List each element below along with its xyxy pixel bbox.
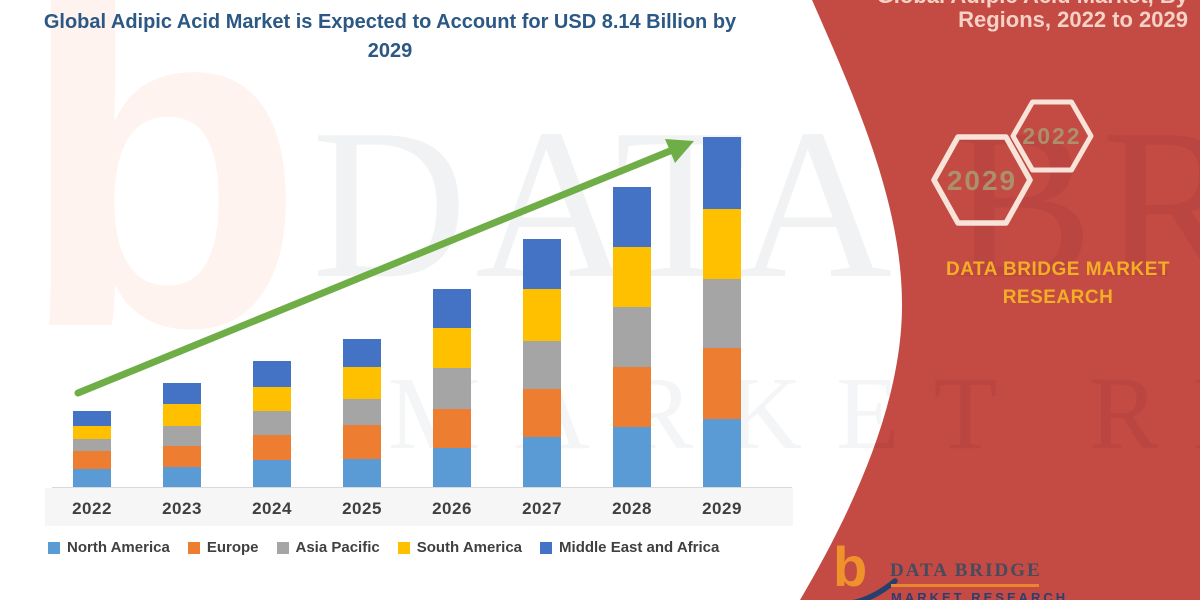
bar-segment-2029-north-america (703, 419, 741, 487)
bar-2027 (523, 239, 561, 487)
legend: North America Europe Asia Pacific South Ame… (48, 539, 719, 556)
x-axis-label-2023: 2023 (162, 499, 202, 518)
x-axis-line (52, 487, 792, 488)
x-axis-label-2028: 2028 (612, 499, 652, 518)
bar-segment-2024-europe (253, 435, 291, 460)
bar-segment-2029-asia-pacific (703, 279, 741, 348)
legend-label: Asia Pacific (295, 539, 380, 556)
legend-swatch (540, 541, 553, 554)
x-axis-label-2029: 2029 (702, 499, 742, 518)
bar-segment-2023-middle-east-and-africa (163, 383, 201, 404)
x-axis-band (45, 488, 793, 526)
bar-segment-2026-europe (433, 409, 471, 448)
legend-swatch (276, 541, 289, 554)
bar-segment-2027-asia-pacific (523, 341, 561, 389)
x-axis-label-2022: 2022 (72, 499, 112, 518)
bar-2028 (613, 187, 651, 487)
bar-segment-2025-north-america (343, 459, 381, 487)
bar-2024 (253, 361, 291, 487)
bar-segment-2024-north-america (253, 460, 291, 487)
bar-segment-2028-middle-east-and-africa (613, 187, 651, 247)
x-axis-label-2027: 2027 (522, 499, 562, 518)
bar-segment-2023-south-america (163, 404, 201, 426)
bar-segment-2027-south-america (523, 289, 561, 341)
bar-segment-2025-asia-pacific (343, 399, 381, 425)
bar-2023 (163, 383, 201, 487)
bar-segment-2028-asia-pacific (613, 307, 651, 367)
legend-label: South America (416, 539, 523, 556)
bar-segment-2029-europe (703, 348, 741, 419)
x-axis-label-2025: 2025 (342, 499, 382, 518)
bar-segment-2028-europe (613, 367, 651, 427)
legend-label: Middle East and Africa (559, 539, 720, 556)
bar-segment-2027-europe (523, 389, 561, 437)
legend-swatch (48, 541, 60, 554)
bar-segment-2023-asia-pacific (163, 426, 201, 446)
x-axis-label-2026: 2026 (432, 499, 472, 518)
bar-2026 (433, 289, 471, 487)
bar-segment-2026-south-america (433, 328, 471, 368)
legend-item-north-america: North America (48, 539, 170, 556)
bar-segment-2028-south-america (613, 247, 651, 307)
x-axis-label-2024: 2024 (252, 499, 292, 518)
legend-item-middle-east-and-africa: Middle East and Africa (540, 539, 719, 556)
bar-segment-2022-middle-east-and-africa (73, 411, 111, 426)
bar-segment-2026-asia-pacific (433, 368, 471, 409)
bar-segment-2029-south-america (703, 209, 741, 279)
bar-segment-2022-europe (73, 451, 111, 469)
bar-segment-2028-north-america (613, 427, 651, 487)
bar-segment-2025-south-america (343, 367, 381, 399)
legend-swatch (187, 541, 200, 554)
bar-2022 (73, 411, 111, 487)
bar-segment-2027-north-america (523, 437, 561, 487)
bar-segment-2022-asia-pacific (73, 439, 111, 451)
bar-segment-2022-north-america (73, 469, 111, 487)
bar-segment-2024-south-america (253, 387, 291, 411)
bar-segment-2025-europe (343, 425, 381, 459)
legend-item-europe: Europe (187, 539, 259, 556)
bar-segment-2024-asia-pacific (253, 411, 291, 435)
bar-segment-2022-south-america (73, 426, 111, 439)
legend-item-south-america: South America (397, 539, 523, 556)
bar-segment-2023-north-america (163, 467, 201, 487)
bar-2025 (343, 339, 381, 487)
bar-segment-2026-north-america (433, 448, 471, 487)
legend-label: North America (67, 539, 170, 556)
bar-segment-2023-europe (163, 446, 201, 467)
bar-segment-2024-middle-east-and-africa (253, 361, 291, 387)
bar-segment-2025-middle-east-and-africa (343, 339, 381, 367)
chart-title: Global Adipic Acid Market is Expected to… (43, 11, 737, 62)
bar-segment-2029-middle-east-and-africa (703, 137, 741, 209)
bar-segment-2027-middle-east-and-africa (523, 239, 561, 289)
bar-segment-2026-middle-east-and-africa (433, 289, 471, 328)
legend-item-asia-pacific: Asia Pacific (276, 539, 380, 556)
bar-2029 (703, 137, 741, 487)
legend-swatch (397, 541, 410, 554)
legend-label: Europe (206, 539, 259, 556)
